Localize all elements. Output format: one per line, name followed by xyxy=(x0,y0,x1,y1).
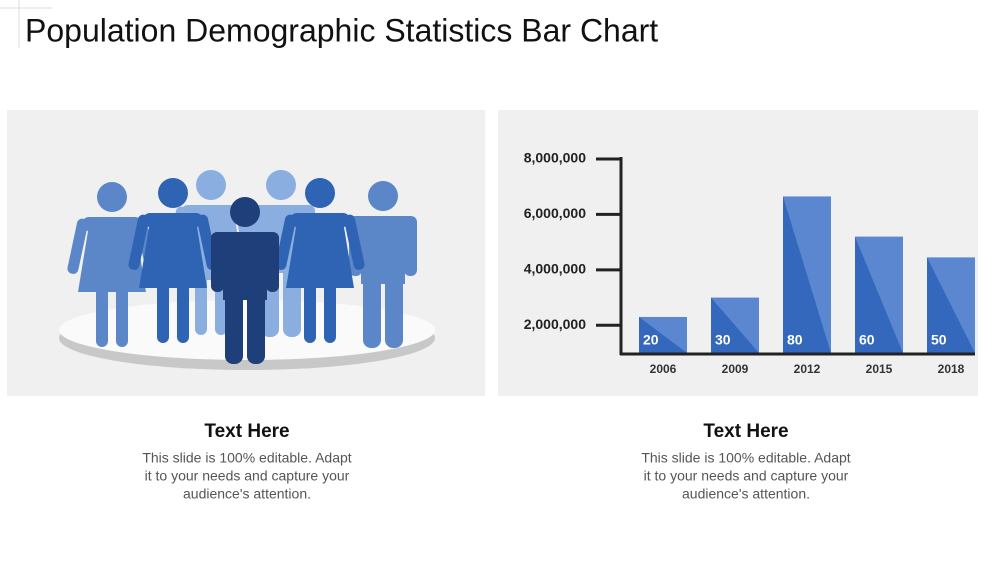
bar-shade xyxy=(855,236,903,353)
caption-text: This slide is 100% editable. Adapt xyxy=(142,450,351,466)
x-tick-label: 2012 xyxy=(794,362,821,376)
y-tick-label: 4,000,000 xyxy=(524,261,586,277)
bar-shade xyxy=(927,257,975,353)
bar-shade xyxy=(783,196,831,353)
y-tick-label: 2,000,000 xyxy=(524,316,586,332)
caption-text: audience's attention. xyxy=(682,486,810,502)
bar-number: 60 xyxy=(859,332,875,348)
bar-number: 20 xyxy=(643,332,659,348)
caption-text: This slide is 100% editable. Adapt xyxy=(641,450,850,466)
slide-title: Population Demographic Statistics Bar Ch… xyxy=(25,12,658,48)
bar-shade xyxy=(711,297,759,353)
x-tick-label: 2009 xyxy=(722,362,749,376)
caption-heading: Text Here xyxy=(204,421,289,442)
y-tick-label: 8,000,000 xyxy=(524,150,586,166)
caption-text: audience's attention. xyxy=(183,486,311,502)
bar-number: 80 xyxy=(787,332,803,348)
x-tick-label: 2006 xyxy=(650,362,677,376)
y-tick-label: 6,000,000 xyxy=(524,205,586,221)
people-illustration xyxy=(59,170,435,370)
bar-number: 30 xyxy=(715,332,731,348)
caption-text: it to your needs and capture your xyxy=(644,468,849,484)
x-tick-label: 2015 xyxy=(866,362,893,376)
caption-heading: Text Here xyxy=(703,421,788,442)
bar-number: 50 xyxy=(931,332,947,348)
caption-text: it to your needs and capture your xyxy=(145,468,350,484)
x-tick-label: 2018 xyxy=(938,362,965,376)
bar-shade xyxy=(639,316,687,353)
